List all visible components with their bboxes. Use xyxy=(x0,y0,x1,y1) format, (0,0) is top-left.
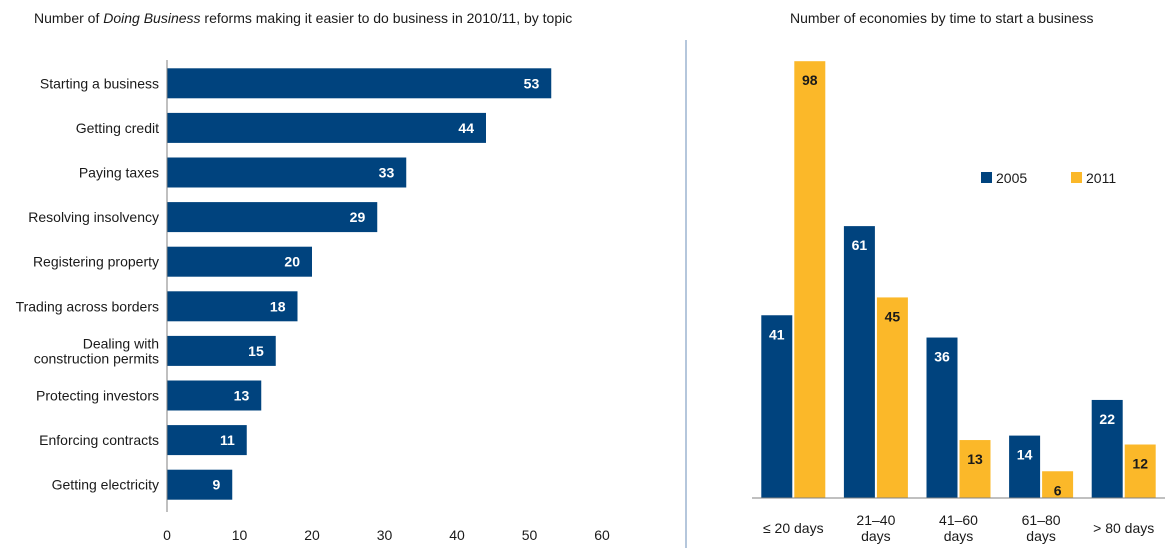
x-tick-label: 40 xyxy=(449,527,465,543)
time-to-start-chart: 41 98 ≤ 20 days 61 45 21–40 days 36 13 41–60 days 1… xyxy=(752,61,1165,544)
bar-2011-3 xyxy=(959,440,991,498)
category-label: Dealing with construction permits xyxy=(34,335,159,366)
category-label: > 80 days xyxy=(1093,520,1154,536)
bar-value-label: 29 xyxy=(350,209,366,225)
bar-2005-3 xyxy=(926,337,958,498)
legend-label-2005: 2005 xyxy=(996,170,1027,186)
bar-6 xyxy=(167,291,298,322)
left-chart-title: Number of Doing Business reforms making … xyxy=(34,10,573,26)
bar-value-label: 11 xyxy=(220,432,235,448)
bar-2005-5 xyxy=(1091,399,1123,498)
bar-10 xyxy=(167,469,233,500)
bar-value-label: 44 xyxy=(458,120,474,136)
category-label: Starting a business xyxy=(40,75,159,91)
bar-value-label: 45 xyxy=(885,308,901,324)
bar-value-label: 9 xyxy=(212,477,220,493)
category-label: 61–80 days xyxy=(1022,512,1061,544)
bar-5 xyxy=(167,246,312,277)
bar-1 xyxy=(167,68,552,99)
x-tick-label: 0 xyxy=(163,527,171,543)
category-label: Enforcing contracts xyxy=(39,432,159,448)
x-tick-label: 50 xyxy=(522,527,538,543)
reforms-by-topic-chart: 53 Starting a business 44 Getting credit 33 P… xyxy=(16,60,610,543)
bar-2011-4 xyxy=(1042,471,1074,498)
category-label: Protecting investors xyxy=(36,388,159,404)
bar-value-label: 18 xyxy=(270,298,286,314)
legend-label-2011: 2011 xyxy=(1086,170,1116,186)
bar-value-label: 36 xyxy=(934,349,950,365)
bar-7 xyxy=(167,335,276,366)
category-label: 21–40 days xyxy=(856,512,895,544)
bar-value-label: 14 xyxy=(1017,447,1033,463)
bar-2005-2 xyxy=(843,226,875,498)
bar-2011-2 xyxy=(876,297,908,498)
bar-value-label: 33 xyxy=(379,165,395,181)
bar-4 xyxy=(167,202,378,233)
bar-value-label: 41 xyxy=(769,326,785,342)
bar-value-label: 98 xyxy=(802,72,818,88)
bar-value-label: 61 xyxy=(852,237,868,253)
bar-value-label: 22 xyxy=(1099,411,1115,427)
category-label: ≤ 20 days xyxy=(763,520,824,536)
legend-swatch-2011 xyxy=(1071,172,1082,183)
bar-2005-1 xyxy=(761,315,793,498)
bar-value-label: 53 xyxy=(524,75,540,91)
category-label: Trading across borders xyxy=(16,298,159,314)
bar-value-label: 13 xyxy=(967,451,983,467)
bar-value-label: 15 xyxy=(248,343,264,359)
bar-8 xyxy=(167,380,262,411)
category-label: Getting credit xyxy=(76,120,159,136)
bar-3 xyxy=(167,157,407,188)
category-label: Registering property xyxy=(33,254,159,270)
category-label: 41–60 days xyxy=(939,512,978,544)
bar-2011-1 xyxy=(794,61,826,498)
bar-2011-5 xyxy=(1124,444,1156,498)
bar-value-label: 13 xyxy=(234,388,250,404)
bar-value-label: 6 xyxy=(1054,482,1062,498)
category-label: Resolving insolvency xyxy=(28,209,159,225)
x-tick-label: 60 xyxy=(594,527,610,543)
bar-2005-4 xyxy=(1009,435,1041,498)
x-tick-label: 30 xyxy=(377,527,393,543)
bar-2 xyxy=(167,112,486,143)
bar-value-label: 12 xyxy=(1132,456,1148,472)
right-chart-title: Number of economies by time to start a b… xyxy=(790,10,1094,26)
bar-value-label: 20 xyxy=(284,254,300,270)
x-tick-label: 10 xyxy=(232,527,248,543)
category-label: Paying taxes xyxy=(79,165,159,181)
bar-9 xyxy=(167,425,247,456)
legend-swatch-2005 xyxy=(981,172,992,183)
x-tick-label: 20 xyxy=(304,527,320,543)
category-label: Getting electricity xyxy=(52,477,159,493)
